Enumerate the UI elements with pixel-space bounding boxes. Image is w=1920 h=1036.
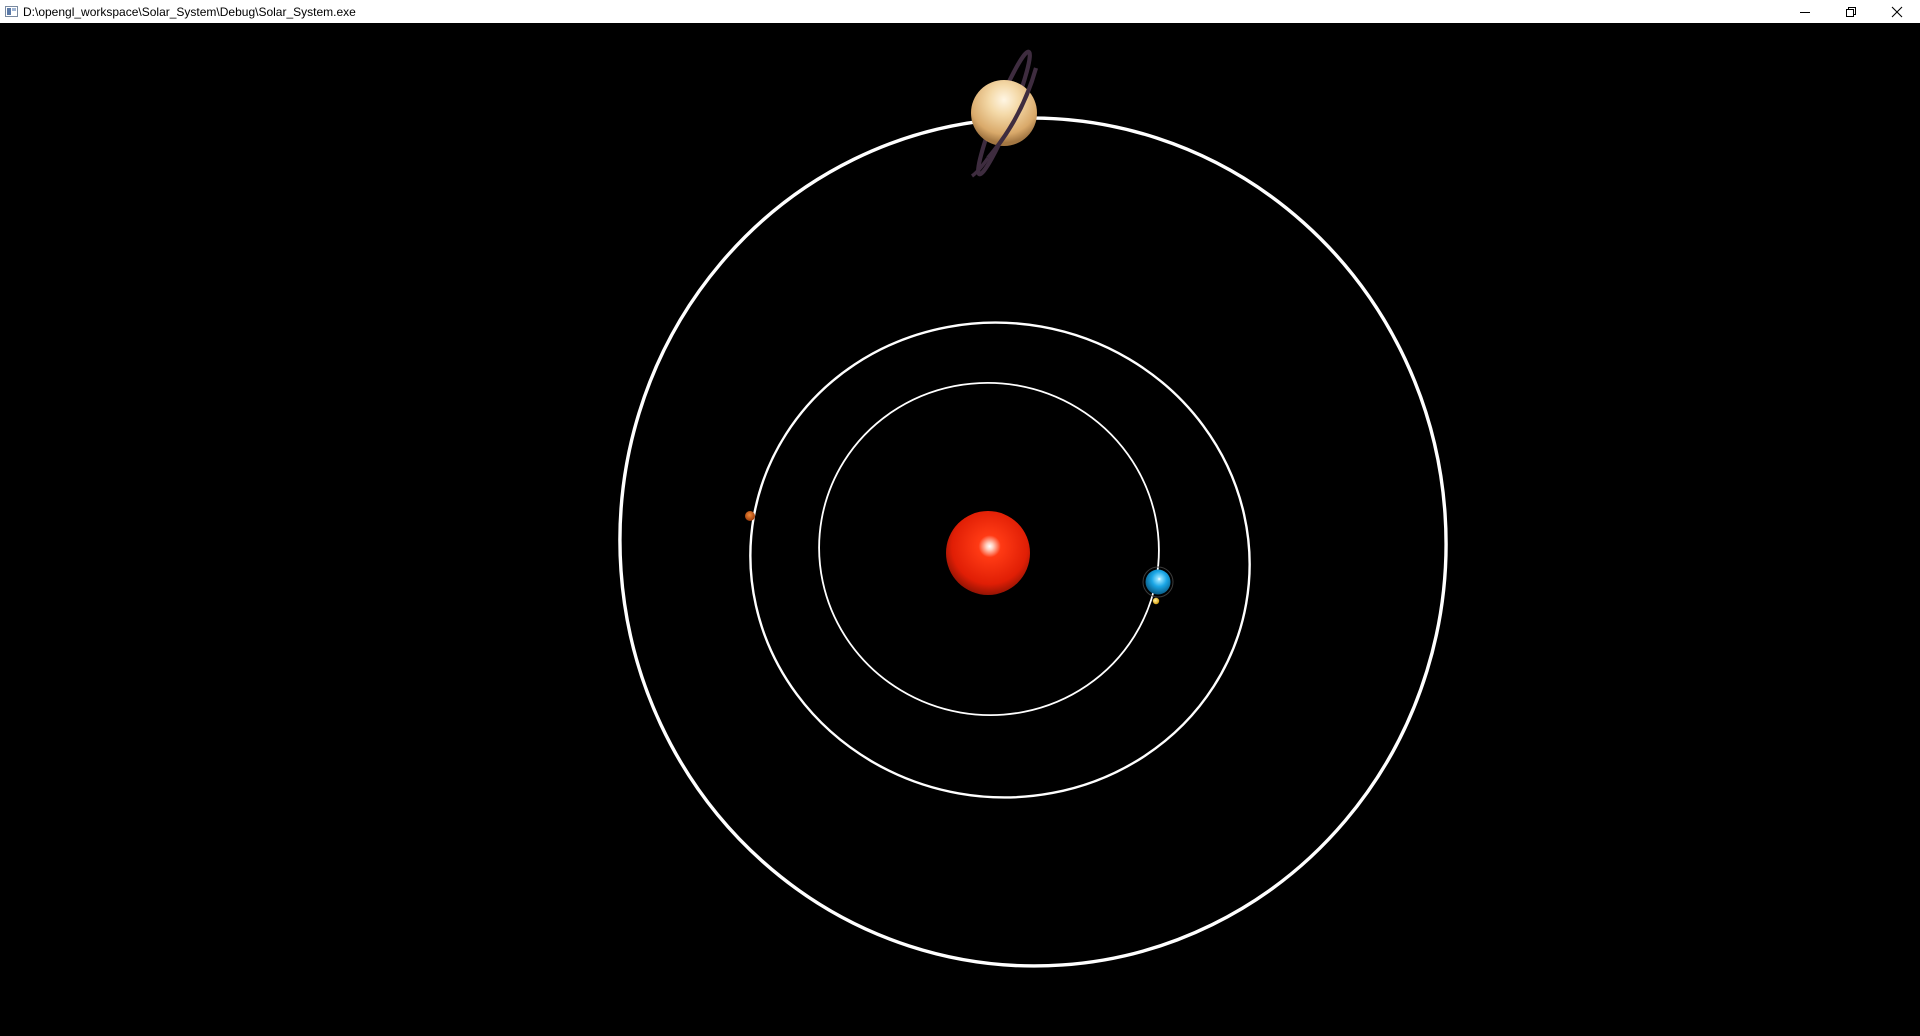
small-orange-planet [745, 511, 755, 521]
ring-front-lower [970, 156, 990, 178]
blue-planet [1145, 569, 1171, 595]
close-icon [1891, 6, 1903, 17]
restore-button[interactable] [1828, 0, 1874, 23]
ringed-planet [971, 80, 1037, 146]
window-controls [1782, 0, 1920, 23]
render-canvas[interactable] [0, 23, 1920, 1036]
outer-orbit [618, 116, 1448, 968]
restore-icon [1846, 6, 1856, 17]
close-button[interactable] [1874, 0, 1920, 23]
minimize-button[interactable] [1782, 0, 1828, 23]
ring-front [986, 67, 1039, 160]
minimize-icon [1800, 11, 1810, 13]
title-bar: D:\opengl_workspace\Solar_System\Debug\S… [0, 0, 1920, 23]
application-icon [5, 6, 18, 17]
moon [1152, 597, 1160, 605]
solar-system-scene [618, 49, 1448, 968]
window-title: D:\opengl_workspace\Solar_System\Debug\S… [23, 4, 356, 19]
blue-planet-halo [1142, 566, 1174, 598]
sun [946, 511, 1030, 595]
